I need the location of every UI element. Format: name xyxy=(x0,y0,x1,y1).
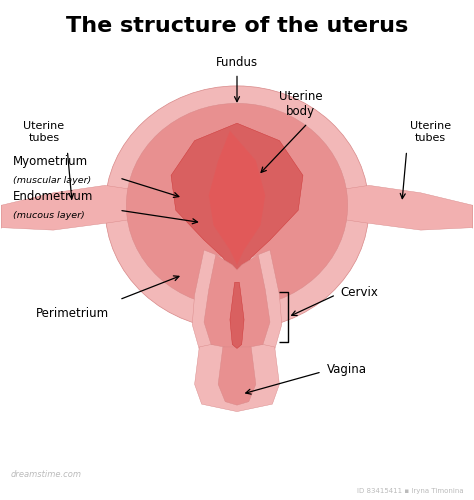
Polygon shape xyxy=(204,255,270,350)
Text: Uterine
body: Uterine body xyxy=(279,90,322,118)
Text: The structure of the uterus: The structure of the uterus xyxy=(66,16,408,36)
Polygon shape xyxy=(322,186,473,230)
Text: Uterine
tubes: Uterine tubes xyxy=(410,122,451,143)
Text: Endometrium: Endometrium xyxy=(13,190,93,203)
Polygon shape xyxy=(1,186,152,230)
Text: Perimetrium: Perimetrium xyxy=(36,307,109,320)
Polygon shape xyxy=(171,123,303,282)
Ellipse shape xyxy=(126,104,348,307)
Polygon shape xyxy=(230,282,244,348)
Polygon shape xyxy=(209,130,265,265)
Text: Myometrium: Myometrium xyxy=(13,155,88,168)
Text: Uterine
tubes: Uterine tubes xyxy=(23,122,64,143)
Text: (mucous layer): (mucous layer) xyxy=(13,211,85,220)
Polygon shape xyxy=(0,203,1,242)
Polygon shape xyxy=(473,203,474,242)
Text: dreamstime.com: dreamstime.com xyxy=(11,470,82,478)
Text: Cervix: Cervix xyxy=(341,286,379,299)
Text: (muscular layer): (muscular layer) xyxy=(13,176,91,186)
Text: Fundus: Fundus xyxy=(216,56,258,68)
Ellipse shape xyxy=(105,86,369,330)
Polygon shape xyxy=(192,250,282,357)
Polygon shape xyxy=(218,347,256,405)
Text: ID 83415411 ▪ Iryna Timonina: ID 83415411 ▪ Iryna Timonina xyxy=(356,488,463,494)
Polygon shape xyxy=(195,342,279,411)
Text: Vagina: Vagina xyxy=(327,363,366,376)
